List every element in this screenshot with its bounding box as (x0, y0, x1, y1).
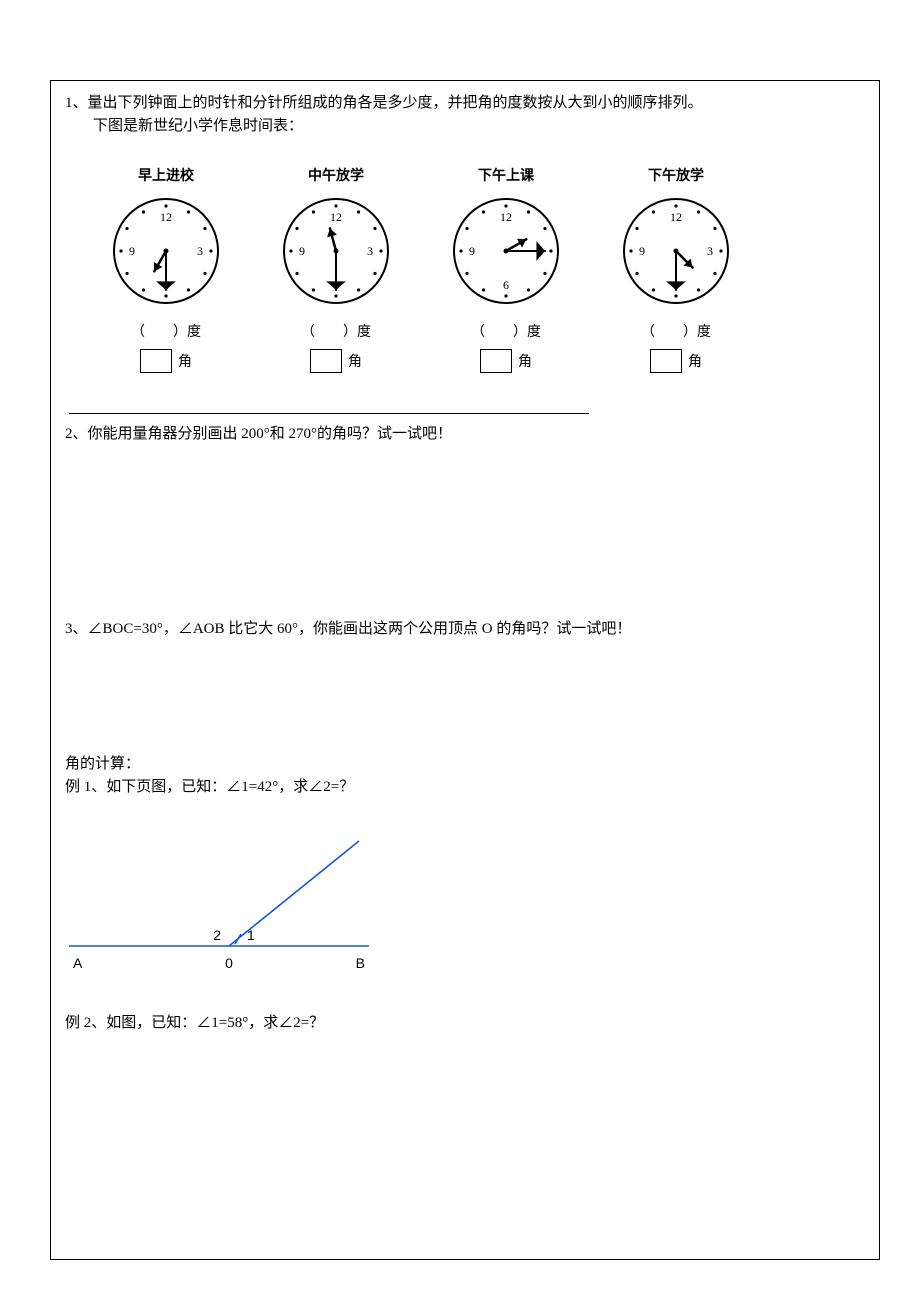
spacer (65, 640, 865, 750)
q2-text: 你能用量角器分别画出 200°和 270°的角吗？试一试吧！ (88, 426, 453, 442)
clock-face: 36912 (446, 191, 566, 311)
answer-box (650, 349, 682, 373)
angle-label: 角 (178, 351, 192, 371)
degree-label: （ ）度 (271, 321, 401, 341)
ex1-label: 例 1、如下页图，已知：∠1=42°，求∠2=？ (65, 775, 865, 796)
clock-title: 下午上课 (478, 165, 534, 185)
clock-title: 中午放学 (308, 165, 364, 185)
clock-unit: 中午放学36912（ ）度角 (271, 165, 401, 373)
answer-box (140, 349, 172, 373)
clock-number: 12 (670, 210, 682, 224)
clock-face: 36912 (106, 191, 226, 311)
clock-unit: 下午上课36912（ ）度角 (441, 165, 571, 373)
q3-text: ∠BOC=30°，∠AOB 比它大 60°，你能画出这两个公用顶点 O 的角吗？… (88, 621, 632, 637)
answer-box (480, 349, 512, 373)
q1-subtext: 下图是新世纪小学作息时间表： (93, 114, 865, 135)
ex1-diagram-block: 1 2 A 0 B (69, 836, 865, 981)
degree-label: （ ）度 (101, 321, 231, 341)
clock-unit: 下午放学36912（ ）度角 (611, 165, 741, 373)
clock-number: 9 (129, 244, 135, 258)
clock-title: 下午放学 (648, 165, 704, 185)
angle-row: 角 (140, 349, 192, 373)
angle-label: 角 (688, 351, 702, 371)
svg-text:B: B (356, 955, 365, 971)
ex2-label: 例 2、如图，已知：∠1=58°，求∠2=？ (65, 1011, 865, 1032)
page: 1、量出下列钟面上的时针和分针所组成的角各是多少度，并把角的度数按从大到小的顺序… (0, 0, 920, 1304)
section-title: 角的计算： (65, 752, 865, 773)
q1-text: 量出下列钟面上的时针和分针所组成的角各是多少度，并把角的度数按从大到小的顺序排列… (88, 95, 703, 111)
divider-line (69, 413, 589, 414)
q1-line: 1、量出下列钟面上的时针和分针所组成的角各是多少度，并把角的度数按从大到小的顺序… (65, 91, 865, 112)
degree-label: （ ）度 (441, 321, 571, 341)
clock-face: 36912 (616, 191, 736, 311)
svg-text:0: 0 (225, 955, 233, 971)
q1-number: 1、 (65, 95, 88, 111)
clock-number: 3 (707, 244, 713, 258)
svg-text:A: A (73, 955, 83, 971)
content-frame: 1、量出下列钟面上的时针和分针所组成的角各是多少度，并把角的度数按从大到小的顺序… (50, 80, 880, 1260)
svg-text:1: 1 (247, 927, 255, 943)
clocks-row: 早上进校36912（ ）度角中午放学36912（ ）度角下午上课36912（ ）… (101, 165, 865, 373)
q3-line: 3、∠BOC=30°，∠AOB 比它大 60°，你能画出这两个公用顶点 O 的角… (65, 617, 865, 638)
angle-label: 角 (348, 351, 362, 371)
q2-number: 2、 (65, 426, 88, 442)
clock-number: 9 (469, 244, 475, 258)
angle-row: 角 (310, 349, 362, 373)
clock-number: 6 (503, 278, 509, 292)
ex1-diagram: 1 2 A 0 B (69, 836, 379, 976)
angle-label: 角 (518, 351, 532, 371)
clock-number: 9 (639, 244, 645, 258)
clock-unit: 早上进校36912（ ）度角 (101, 165, 231, 373)
angle-row: 角 (480, 349, 532, 373)
clock-number: 12 (160, 210, 172, 224)
clock-number: 12 (500, 210, 512, 224)
clock-number: 9 (299, 244, 305, 258)
angle-row: 角 (650, 349, 702, 373)
clock-number: 3 (197, 244, 203, 258)
clock-number: 3 (367, 244, 373, 258)
clock-number: 12 (330, 210, 342, 224)
clock-face: 36912 (276, 191, 396, 311)
q2-line: 2、你能用量角器分别画出 200°和 270°的角吗？试一试吧！ (65, 422, 865, 443)
svg-text:2: 2 (213, 927, 221, 943)
answer-box (310, 349, 342, 373)
degree-label: （ ）度 (611, 321, 741, 341)
spacer (65, 445, 865, 615)
clock-title: 早上进校 (138, 165, 194, 185)
q3-number: 3、 (65, 621, 88, 637)
